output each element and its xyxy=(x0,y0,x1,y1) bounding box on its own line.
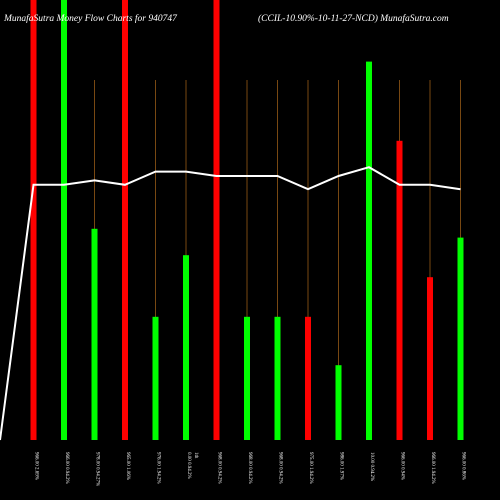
bar xyxy=(61,0,67,440)
bars xyxy=(30,0,464,441)
x-tick-label: 975.00 1.94.2% xyxy=(308,452,313,484)
bar xyxy=(152,316,159,440)
x-tick-label: 966.00 0.86% xyxy=(461,452,466,480)
x-tick-label: 968.00 0.94.2% xyxy=(217,452,222,484)
bar xyxy=(457,237,464,440)
x-axis-labels: 966.00 2.69% 966.00 0.94.2% 978.00 0.94.27… xyxy=(34,452,466,486)
bar xyxy=(305,316,311,440)
chart-title-right: (CCIL-10.90%-10-11-27-NCD) MunafaSutra.c… xyxy=(258,13,449,24)
flow-line xyxy=(0,166,461,441)
chart-title-left: MunafaSutra Money Flow Charts for 940747 xyxy=(3,13,178,24)
x-tick-label: 966.00 2.69% xyxy=(34,452,39,480)
x-tick-label: 1th xyxy=(193,452,198,459)
bar xyxy=(122,0,128,440)
x-tick-label: 968.00 0.94.2% xyxy=(278,452,283,484)
x-tick-label: 0.00 0.94.2% xyxy=(186,452,191,479)
x-tick-label: 966.00 0.94% xyxy=(400,452,405,480)
x-tick-label: 10.00 0.94.2% xyxy=(369,452,374,481)
bar xyxy=(244,316,250,440)
x-tick-label: 966.00 1.94.2% xyxy=(430,452,435,484)
x-tick-label: 965.00 1.06% xyxy=(125,452,130,480)
x-tick-label: 978.00 0.94.27% xyxy=(95,452,100,486)
bar xyxy=(396,140,403,441)
bar xyxy=(274,316,281,440)
bar xyxy=(366,61,372,440)
x-tick-label: 986.00 1.97% xyxy=(339,452,344,480)
x-tick-label: 966.00 0.94.2% xyxy=(64,452,69,484)
bar xyxy=(30,0,37,440)
bar xyxy=(213,0,220,440)
bar xyxy=(427,277,433,440)
bar xyxy=(335,365,342,440)
x-tick-label: 968.00 0.94.2% xyxy=(247,452,252,484)
bar xyxy=(183,255,189,440)
bar xyxy=(91,228,98,440)
x-tick-label: 976.00 1.94.2% xyxy=(156,452,161,484)
